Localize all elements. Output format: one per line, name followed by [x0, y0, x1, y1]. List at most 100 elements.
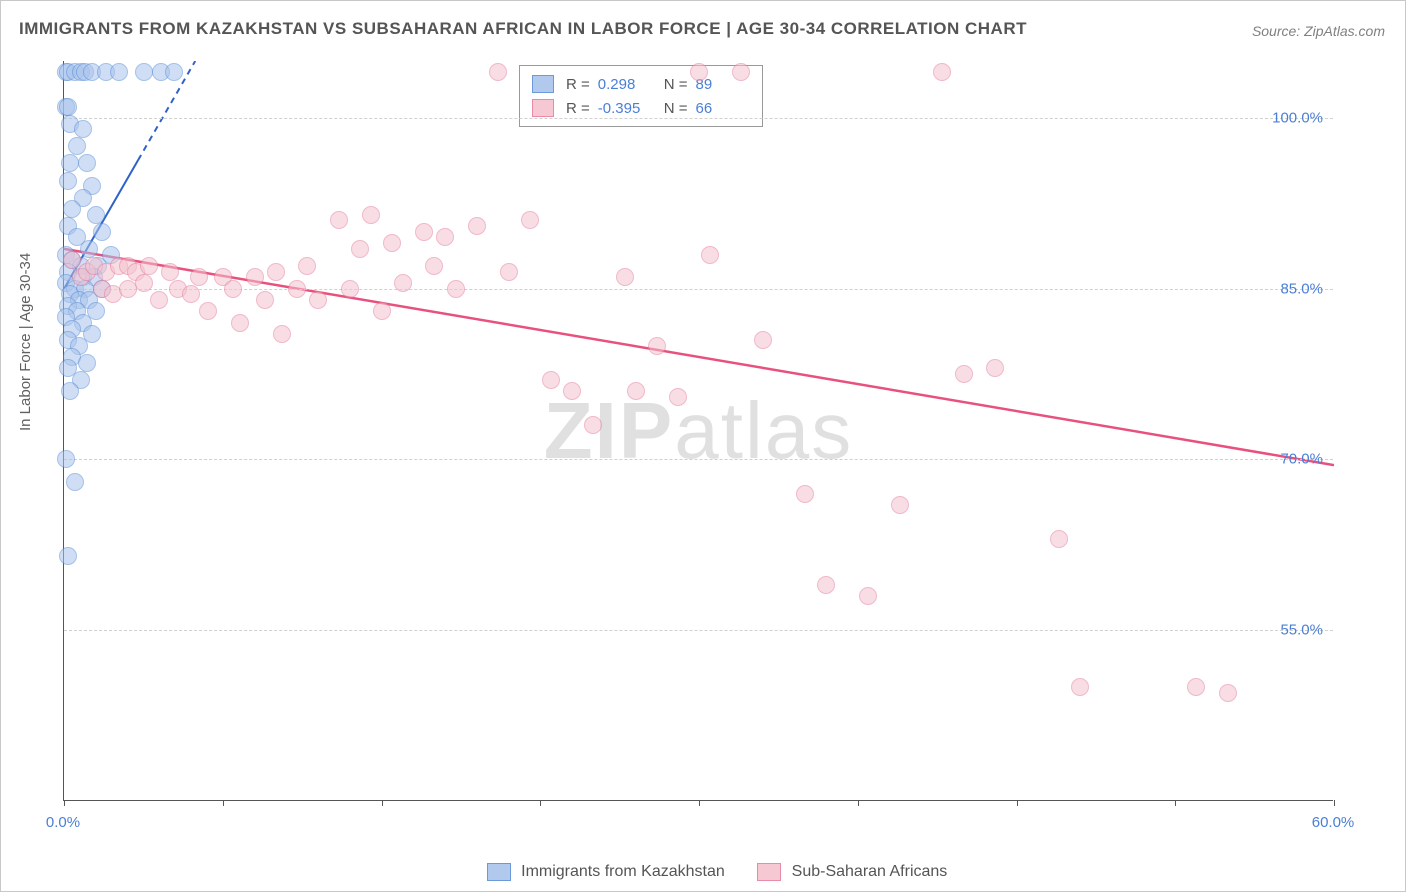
data-point-subsaharan [627, 382, 645, 400]
source-attribution: Source: ZipAtlas.com [1252, 23, 1385, 39]
data-point-subsaharan [1071, 678, 1089, 696]
n-value-subsaharan: 66 [696, 100, 750, 117]
data-point-subsaharan [468, 217, 486, 235]
stats-row-kazakhstan: R = 0.298 N = 89 [532, 72, 750, 96]
r-label: R = [566, 76, 590, 93]
data-point-subsaharan [267, 263, 285, 281]
gridline [64, 630, 1333, 631]
chart-container: IMMIGRANTS FROM KAZAKHSTAN VS SUBSAHARAN… [0, 0, 1406, 892]
xtick [64, 800, 65, 806]
data-point-kazakhstan [135, 63, 153, 81]
data-point-subsaharan [362, 206, 380, 224]
chart-title: IMMIGRANTS FROM KAZAKHSTAN VS SUBSAHARAN… [19, 19, 1027, 39]
data-point-subsaharan [616, 268, 634, 286]
r-value-kazakhstan: 0.298 [598, 76, 652, 93]
data-point-subsaharan [563, 382, 581, 400]
data-point-subsaharan [415, 223, 433, 241]
data-point-subsaharan [373, 302, 391, 320]
data-point-kazakhstan [61, 154, 79, 172]
data-point-kazakhstan [87, 206, 105, 224]
data-point-subsaharan [309, 291, 327, 309]
data-point-subsaharan [273, 325, 291, 343]
data-point-kazakhstan [78, 354, 96, 372]
data-point-subsaharan [859, 587, 877, 605]
gridline [64, 459, 1333, 460]
data-point-subsaharan [341, 280, 359, 298]
xtick [1175, 800, 1176, 806]
series-label-subsaharan: Sub-Saharan Africans [792, 863, 948, 880]
data-point-subsaharan [955, 365, 973, 383]
ytick-label: 55.0% [1280, 622, 1323, 639]
data-point-kazakhstan [59, 172, 77, 190]
data-point-subsaharan [1187, 678, 1205, 696]
n-label-2: N = [664, 100, 688, 117]
swatch-subsaharan [532, 99, 554, 117]
data-point-subsaharan [425, 257, 443, 275]
xtick [699, 800, 700, 806]
data-point-kazakhstan [93, 223, 111, 241]
data-point-kazakhstan [66, 473, 84, 491]
data-point-subsaharan [298, 257, 316, 275]
r-label-2: R = [566, 100, 590, 117]
data-point-subsaharan [140, 257, 158, 275]
data-point-subsaharan [796, 485, 814, 503]
data-point-kazakhstan [63, 200, 81, 218]
swatch-kazakhstan-bottom [487, 863, 511, 881]
ytick-label: 70.0% [1280, 451, 1323, 468]
xtick [223, 800, 224, 806]
ytick-label: 85.0% [1280, 280, 1323, 297]
data-point-subsaharan [383, 234, 401, 252]
data-point-subsaharan [161, 263, 179, 281]
data-point-subsaharan [1219, 684, 1237, 702]
xtick [1334, 800, 1335, 806]
data-point-kazakhstan [165, 63, 183, 81]
data-point-subsaharan [436, 228, 454, 246]
data-point-subsaharan [199, 302, 217, 320]
data-point-subsaharan [648, 337, 666, 355]
watermark-bold: ZIP [544, 386, 674, 475]
data-point-subsaharan [817, 576, 835, 594]
data-point-subsaharan [669, 388, 687, 406]
data-point-subsaharan [246, 268, 264, 286]
source-name: ZipAtlas.com [1304, 23, 1385, 39]
watermark-light: atlas [674, 386, 853, 475]
data-point-kazakhstan [80, 240, 98, 258]
data-point-subsaharan [256, 291, 274, 309]
data-point-subsaharan [489, 63, 507, 81]
data-point-subsaharan [351, 240, 369, 258]
data-point-subsaharan [584, 416, 602, 434]
ytick-label: 100.0% [1272, 109, 1323, 126]
data-point-kazakhstan [78, 154, 96, 172]
data-point-subsaharan [500, 263, 518, 281]
xtick [382, 800, 383, 806]
data-point-subsaharan [190, 268, 208, 286]
r-value-subsaharan: -0.395 [598, 100, 652, 117]
data-point-subsaharan [447, 280, 465, 298]
data-point-subsaharan [288, 280, 306, 298]
data-point-subsaharan [933, 63, 951, 81]
swatch-subsaharan-bottom [757, 863, 781, 881]
xtick [858, 800, 859, 806]
data-point-kazakhstan [57, 450, 75, 468]
data-point-subsaharan [231, 314, 249, 332]
data-point-subsaharan [701, 246, 719, 264]
data-point-kazakhstan [61, 382, 79, 400]
data-point-subsaharan [690, 63, 708, 81]
data-point-subsaharan [542, 371, 560, 389]
data-point-subsaharan [119, 280, 137, 298]
series-label-kazakhstan: Immigrants from Kazakhstan [521, 863, 725, 880]
data-point-kazakhstan [74, 120, 92, 138]
data-point-subsaharan [521, 211, 539, 229]
y-axis-label: In Labor Force | Age 30-34 [17, 253, 34, 431]
gridline [64, 289, 1333, 290]
stats-row-subsaharan: R = -0.395 N = 66 [532, 96, 750, 120]
data-point-subsaharan [986, 359, 1004, 377]
regression-lines [64, 61, 1334, 801]
xtick [1017, 800, 1018, 806]
data-point-kazakhstan [59, 98, 77, 116]
source-prefix: Source: [1252, 23, 1304, 39]
data-point-subsaharan [891, 496, 909, 514]
data-point-subsaharan [394, 274, 412, 292]
data-point-subsaharan [150, 291, 168, 309]
xtick-label: 0.0% [46, 814, 80, 831]
